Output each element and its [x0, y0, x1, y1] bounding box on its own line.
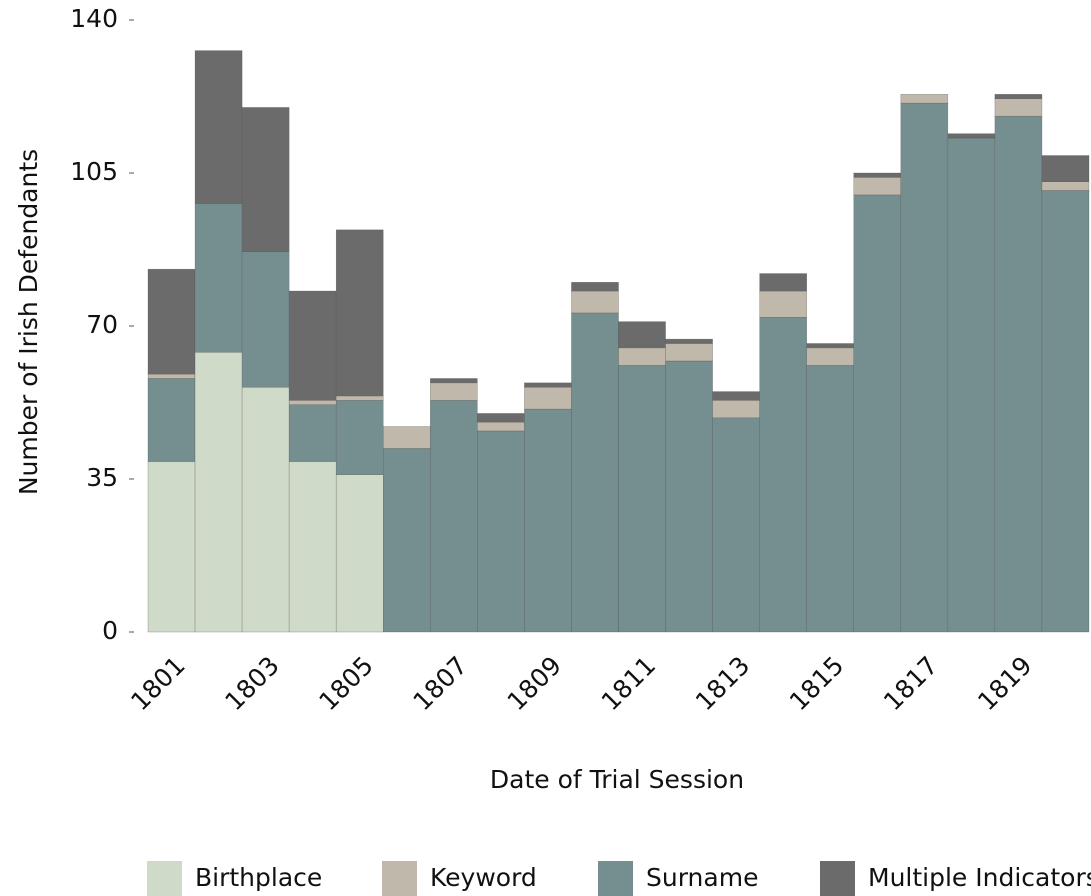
- bar: [759, 273, 807, 292]
- y-axis-label: Number of Irish Defendants: [14, 149, 43, 495]
- x-tick-label: 1809: [502, 651, 567, 716]
- y-tick-label: 105: [70, 157, 118, 186]
- x-tick-label: 1815: [784, 651, 849, 716]
- x-tick-label: 1803: [219, 651, 284, 716]
- x-tick-label: 1817: [878, 651, 943, 716]
- x-tick-label: 1811: [596, 651, 661, 716]
- bar: [806, 365, 855, 633]
- bar: [947, 137, 996, 633]
- bar: [524, 382, 572, 388]
- x-tick-label: 1807: [408, 651, 473, 716]
- bar: [806, 343, 855, 349]
- bar: [524, 408, 572, 633]
- bar: [335, 395, 384, 401]
- legend-label: Multiple Indicators: [868, 863, 1091, 892]
- bar: [194, 351, 243, 633]
- bar: [335, 229, 384, 397]
- x-tick-label: 1813: [690, 651, 755, 716]
- bar: [147, 373, 196, 379]
- y-tick-label: 0: [102, 616, 118, 645]
- bar: [477, 413, 525, 423]
- bar: [1041, 155, 1090, 182]
- x-tick-label: 1801: [125, 651, 190, 716]
- bar: [665, 343, 713, 362]
- bar: [759, 290, 807, 318]
- bar: [288, 290, 337, 401]
- bar: [524, 386, 572, 410]
- bar: [147, 378, 196, 462]
- bar: [712, 391, 760, 401]
- bar: [571, 290, 619, 314]
- bar: [665, 338, 713, 344]
- legend-swatch: [147, 861, 182, 896]
- bar: [618, 365, 666, 633]
- bar: [806, 347, 855, 366]
- bar: [665, 360, 713, 633]
- legend-label: Birthplace: [195, 863, 322, 892]
- bar: [759, 317, 807, 633]
- bar: [335, 400, 384, 475]
- bar: [194, 203, 243, 353]
- x-tick-label: 1819: [972, 651, 1037, 716]
- bar: [618, 321, 666, 349]
- bar: [477, 430, 525, 633]
- bar: [288, 404, 337, 462]
- bar: [147, 461, 196, 633]
- bar: [853, 194, 902, 633]
- bar: [994, 115, 1043, 633]
- bar: [430, 382, 478, 401]
- bar: [994, 98, 1043, 117]
- x-tick-label: 1805: [313, 651, 378, 716]
- bar: [288, 461, 337, 633]
- bar: [712, 400, 760, 419]
- bar: [430, 400, 478, 633]
- bar: [994, 94, 1043, 99]
- y-tick-label: 140: [70, 4, 118, 33]
- bar: [571, 282, 619, 292]
- x-axis-label: Date of Trial Session: [490, 765, 744, 794]
- bar: [900, 94, 949, 104]
- legend-swatch: [382, 861, 417, 896]
- bar: [1041, 190, 1090, 633]
- bar: [618, 347, 666, 366]
- bar: [712, 417, 760, 633]
- bar: [1041, 181, 1090, 191]
- bar: [900, 102, 949, 633]
- bar: [571, 312, 619, 633]
- bar: [383, 448, 431, 633]
- bar: [194, 50, 243, 204]
- bar: [947, 133, 996, 139]
- bar: [241, 251, 290, 388]
- bar: [335, 474, 384, 633]
- bar: [430, 378, 478, 384]
- bar: [853, 177, 902, 196]
- bar: [853, 172, 902, 178]
- bar: [288, 400, 337, 405]
- bar: [147, 268, 196, 375]
- legend-swatch: [820, 861, 855, 896]
- bar: [241, 107, 290, 252]
- bar: [241, 386, 290, 633]
- y-tick-label: 70: [86, 310, 118, 339]
- y-tick-label: 35: [86, 463, 118, 492]
- bar: [477, 421, 525, 432]
- legend-label: Keyword: [430, 863, 537, 892]
- bar: [383, 426, 431, 449]
- legend-swatch: [598, 861, 633, 896]
- legend-label: Surname: [646, 863, 758, 892]
